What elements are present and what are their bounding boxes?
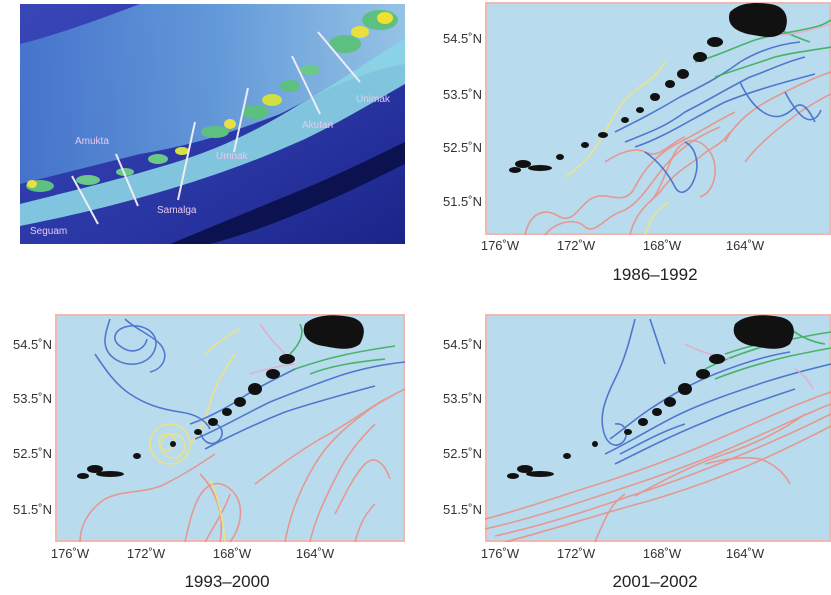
lat-tick-53-5: 53.5˚N [442,87,482,102]
land-islands [77,315,364,479]
lon-tick-172w: 172˚W [556,546,596,561]
lon-tick-168w: 168˚W [642,546,682,561]
label-seguam: Seguam [30,226,67,237]
tracks-yellow [564,61,671,235]
label-akutan: Akutan [302,120,333,131]
label-umnak: Umnak [216,151,249,162]
track-map [55,314,405,542]
lat-tick-54-5: 54.5˚N [442,31,482,46]
lat-tick-53-5: 53.5˚N [12,391,52,406]
lon-tick-172w: 172˚W [126,546,166,561]
satellite-panel: Seguam Amukta Samalga Umnak Akutan Unima… [20,4,405,244]
tracks-green [289,323,396,375]
lat-tick-53-5: 53.5˚N [442,391,482,406]
label-amukta: Amukta [75,136,109,147]
lat-tick-51-5: 51.5˚N [12,502,52,517]
label-unimak: Unimak [356,94,391,105]
island-arc [26,10,398,192]
lat-tick-54-5: 54.5˚N [12,337,52,352]
lon-tick-164w: 164˚W [295,546,335,561]
land-islands [507,315,794,479]
lat-tick-52-5: 52.5˚N [442,446,482,461]
lon-tick-176w: 176˚W [480,546,520,561]
track-map [485,314,831,542]
tracks-pink [684,343,814,390]
lon-tick-176w: 176˚W [50,546,90,561]
tracks-red [524,71,831,235]
tracks-yellow [149,328,241,542]
map-caption: 1993–2000 [184,572,270,591]
satellite-image: Seguam Amukta Samalga Umnak Akutan Unima… [20,4,405,244]
land-islands [509,2,787,173]
lon-tick-168w: 168˚W [212,546,252,561]
lat-tick-54-5: 54.5˚N [442,337,482,352]
lon-tick-172w: 172˚W [556,238,596,253]
track-map [485,2,831,235]
map-caption: 1986–1992 [612,265,698,284]
lon-tick-164w: 164˚W [725,546,765,561]
map-caption: 2001–2002 [612,572,698,591]
label-samalga: Samalga [157,205,197,216]
lon-tick-164w: 164˚W [725,238,765,253]
tracks-red [79,388,405,542]
lon-tick-168w: 168˚W [642,238,682,253]
map-panel-1993-2000: 54.5˚N 53.5˚N 52.5˚N 51.5˚N 176˚W 172˚W … [0,312,410,595]
tracks-red [485,391,831,542]
tracks-blue [614,41,822,193]
lat-tick-52-5: 52.5˚N [12,446,52,461]
lon-tick-176w: 176˚W [480,238,520,253]
lat-tick-51-5: 51.5˚N [442,194,482,209]
pass-lines [71,31,361,225]
lat-tick-52-5: 52.5˚N [442,140,482,155]
map-panel-2001-2002: 54.5˚N 53.5˚N 52.5˚N 51.5˚N 176˚W 172˚W … [430,312,831,595]
map-panel-1986-1992: 54.5˚N 53.5˚N 52.5˚N 51.5˚N 176˚W 172˚W … [430,0,831,290]
lat-tick-51-5: 51.5˚N [442,502,482,517]
